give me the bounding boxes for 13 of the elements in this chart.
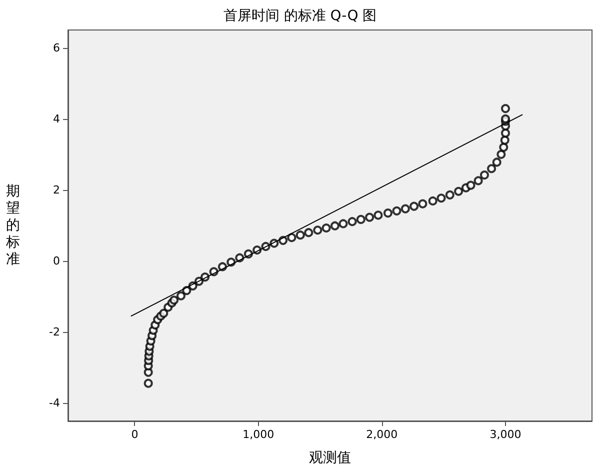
- y-tick-label: 4: [53, 112, 60, 126]
- x-axis-title: 观测值: [309, 450, 351, 466]
- y-tick-label: -4: [49, 396, 60, 410]
- x-tick-label: 1,000: [242, 428, 274, 441]
- y-tick-label: 0: [53, 254, 60, 268]
- y-tick-label: 2: [53, 183, 60, 196]
- x-tick-label: 3,000: [490, 428, 522, 441]
- chart-title: 首屏时间 的标准 Q-Q 图: [223, 8, 377, 24]
- y-tick-label: 6: [53, 41, 60, 54]
- y-tick-label: -2: [49, 326, 60, 339]
- x-tick-label: 2,000: [366, 428, 398, 441]
- x-tick-label: 0: [131, 428, 138, 441]
- y-axis-title: 期望的标准: [5, 184, 20, 268]
